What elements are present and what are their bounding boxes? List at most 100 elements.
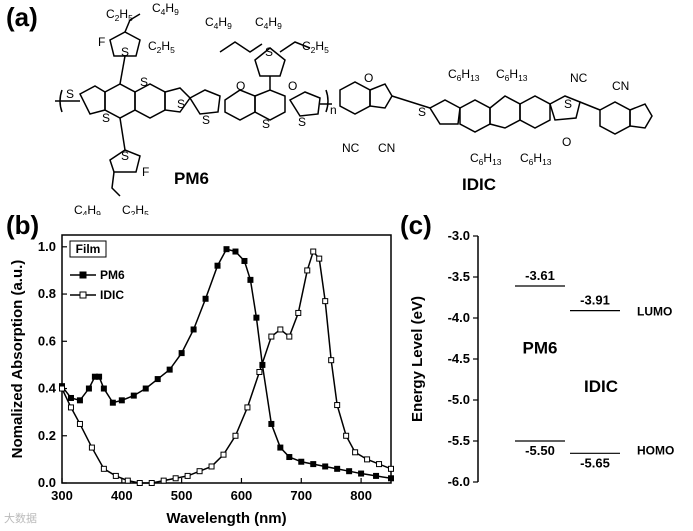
data-point-pm6 bbox=[100, 385, 107, 392]
data-point-idic bbox=[124, 477, 131, 484]
data-point-pm6 bbox=[373, 472, 380, 479]
y-tick-label: 0.2 bbox=[38, 428, 56, 443]
x-tick-label: 400 bbox=[111, 488, 133, 503]
svg-text:S: S bbox=[265, 45, 273, 59]
data-point-idic bbox=[136, 480, 143, 486]
svg-text:C2H5: C2H5 bbox=[148, 39, 175, 55]
energy-level-chart: -3.0 -3.5 -4.0 -4.5 -5.0 -5.5 -6.0 Energy Level… bbox=[409, 228, 674, 489]
data-point-pm6 bbox=[130, 392, 137, 399]
svg-text:CN: CN bbox=[378, 141, 395, 155]
series-line-pm6 bbox=[61, 248, 392, 480]
data-point-idic bbox=[232, 432, 239, 439]
pm6-name: PM6 bbox=[174, 169, 209, 188]
x-tick-label: 800 bbox=[350, 488, 372, 503]
y-tick-label: 1.0 bbox=[38, 239, 56, 254]
idic-lumo-label: -3.91 bbox=[580, 293, 610, 308]
data-point-pm6 bbox=[85, 385, 92, 392]
data-point-pm6 bbox=[190, 326, 197, 333]
svg-text:NC: NC bbox=[570, 71, 588, 85]
data-point-idic bbox=[244, 404, 251, 411]
energy-tick-label: -5.5 bbox=[448, 433, 470, 448]
energy-tick-label: -4.5 bbox=[448, 351, 470, 366]
svg-text:CN: CN bbox=[612, 79, 629, 93]
svg-text:S: S bbox=[418, 105, 426, 119]
data-point-pm6 bbox=[67, 394, 74, 401]
data-point-pm6 bbox=[310, 461, 317, 468]
svg-text:S: S bbox=[140, 75, 148, 89]
svg-text:C2H5: C2H5 bbox=[122, 203, 149, 215]
data-point-idic bbox=[388, 465, 394, 472]
data-point-idic bbox=[148, 480, 155, 486]
data-point-pm6 bbox=[241, 257, 248, 264]
x-tick-label: 600 bbox=[231, 488, 253, 503]
data-point-pm6 bbox=[96, 373, 103, 380]
data-point-pm6 bbox=[253, 314, 260, 321]
data-point-idic bbox=[277, 326, 284, 333]
data-point-idic bbox=[160, 477, 167, 484]
chemical-structures: S S S S S S S S S S F F O O n C2H5 C4H9 … bbox=[55, 1, 653, 215]
data-point-pm6 bbox=[388, 475, 394, 482]
data-point-pm6 bbox=[247, 276, 254, 283]
data-point-pm6 bbox=[286, 454, 293, 461]
x-tick-label: 700 bbox=[290, 488, 312, 503]
legend-label-pm6: PM6 bbox=[100, 268, 125, 282]
energy-tick-label: -6.0 bbox=[448, 474, 470, 489]
svg-text:O: O bbox=[288, 79, 297, 93]
x-tick-label: 300 bbox=[51, 488, 73, 503]
legend-marker-pm6 bbox=[79, 271, 87, 279]
data-point-pm6 bbox=[154, 376, 161, 383]
svg-text:S: S bbox=[66, 87, 74, 101]
data-point-idic bbox=[322, 298, 329, 305]
svg-text:C2H5: C2H5 bbox=[106, 7, 133, 23]
data-point-idic bbox=[376, 461, 383, 468]
data-point-pm6 bbox=[118, 397, 125, 404]
data-point-idic bbox=[184, 472, 191, 479]
data-point-pm6 bbox=[202, 295, 209, 302]
svg-text:C4H9: C4H9 bbox=[205, 15, 232, 31]
data-point-idic bbox=[286, 333, 293, 340]
data-point-pm6 bbox=[277, 444, 284, 451]
homo-annotation: HOMO bbox=[637, 443, 674, 457]
data-point-pm6 bbox=[223, 246, 230, 253]
absorption-chart: 300 400 500 600 700 800 0.0 0.2 0.4 0.6 0.8 1.0 Wave… bbox=[9, 234, 394, 527]
data-point-pm6 bbox=[346, 468, 353, 475]
pm6-material-label: PM6 bbox=[523, 339, 558, 358]
energy-axis-label: Energy Level (eV) bbox=[409, 296, 426, 422]
panel-label-b: (b) bbox=[6, 210, 40, 240]
data-point-idic bbox=[112, 472, 119, 479]
svg-text:O: O bbox=[364, 71, 373, 85]
data-point-idic bbox=[304, 267, 311, 274]
data-point-idic bbox=[208, 463, 215, 470]
y-axis-label: Nomalized Absorption (a.u.) bbox=[9, 260, 26, 459]
data-point-pm6 bbox=[298, 458, 305, 465]
svg-text:S: S bbox=[298, 115, 306, 129]
pm6-lumo-label: -3.61 bbox=[525, 268, 555, 283]
data-point-pm6 bbox=[76, 397, 83, 404]
svg-text:C6H13: C6H13 bbox=[448, 67, 480, 83]
svg-text:S: S bbox=[121, 149, 129, 163]
data-point-pm6 bbox=[358, 470, 365, 477]
idic-material-label: IDIC bbox=[584, 377, 618, 396]
data-point-idic bbox=[334, 402, 341, 409]
data-point-idic bbox=[88, 444, 95, 451]
data-point-idic bbox=[268, 333, 275, 340]
svg-text:S: S bbox=[121, 45, 129, 59]
svg-text:C6H13: C6H13 bbox=[520, 151, 552, 167]
data-point-idic bbox=[67, 404, 74, 411]
svg-text:S: S bbox=[564, 97, 572, 111]
energy-tick-label: -5.0 bbox=[448, 392, 470, 407]
data-point-idic bbox=[172, 475, 179, 482]
svg-text:C4H9: C4H9 bbox=[255, 15, 282, 31]
data-point-idic bbox=[76, 420, 83, 427]
data-point-pm6 bbox=[109, 399, 116, 406]
idic-name: IDIC bbox=[462, 175, 496, 194]
data-point-pm6 bbox=[232, 248, 239, 255]
svg-text:NC: NC bbox=[342, 141, 360, 155]
data-point-pm6 bbox=[268, 420, 275, 427]
svg-text:S: S bbox=[262, 117, 270, 131]
y-tick-label: 0.4 bbox=[38, 381, 57, 396]
svg-text:C4H9: C4H9 bbox=[152, 1, 179, 17]
energy-tick-label: -3.5 bbox=[448, 269, 470, 284]
legend-label-idic: IDIC bbox=[100, 288, 124, 302]
y-tick-label: 0.8 bbox=[38, 286, 56, 301]
